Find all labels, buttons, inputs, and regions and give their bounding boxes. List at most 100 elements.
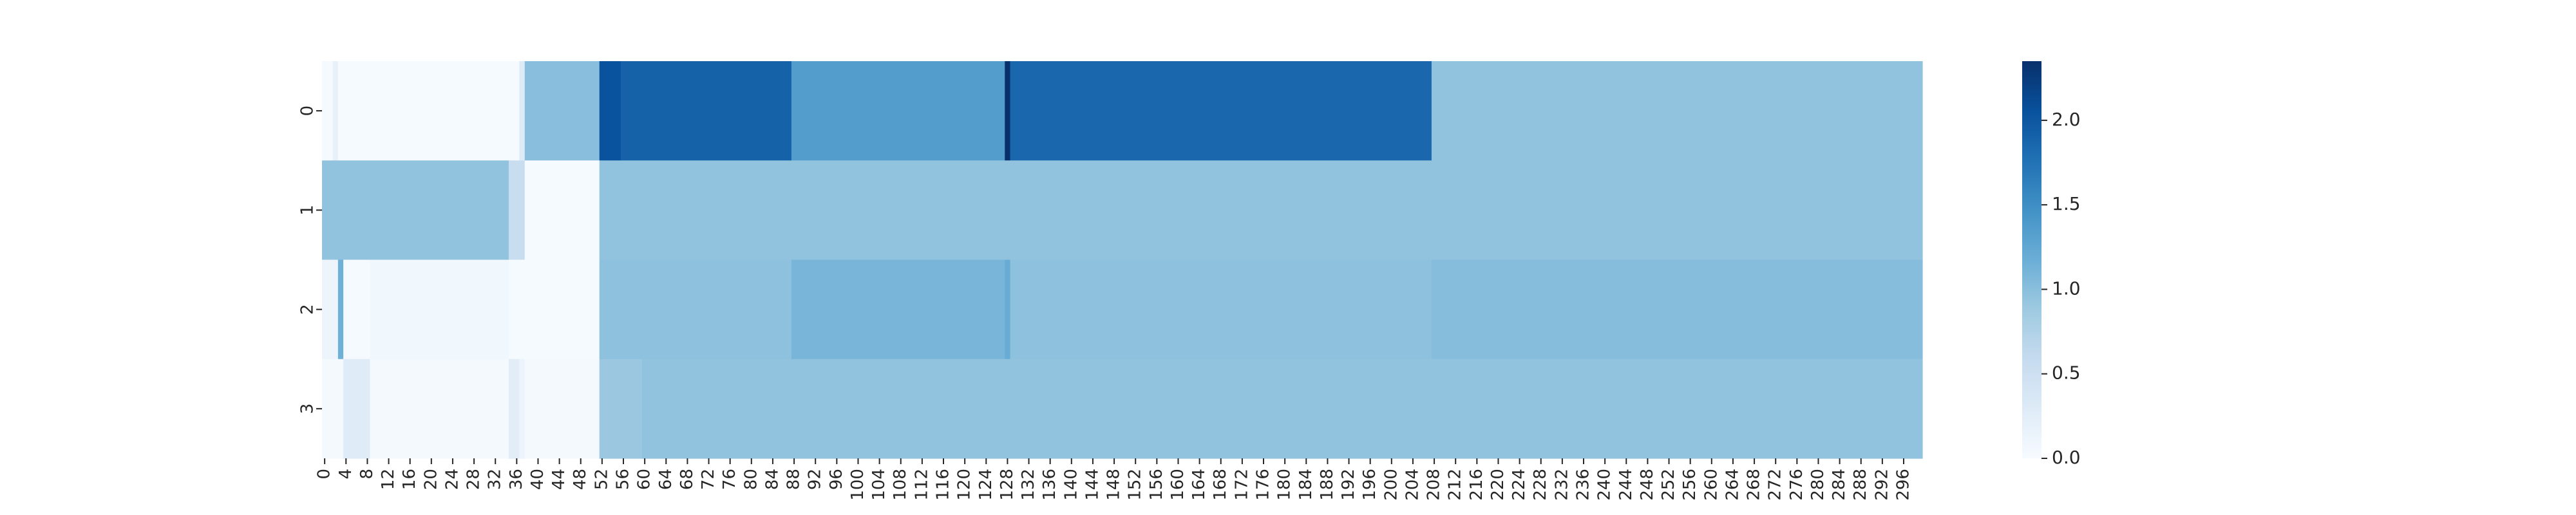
x-tick-label: 92 — [806, 469, 825, 490]
colorbar-tick-label: 1.0 — [2052, 277, 2081, 299]
colorbar: 0.0 0.5 1.0 1.5 2.0 — [2022, 61, 2081, 468]
x-tick-label: 204 — [1403, 469, 1422, 501]
x-tick-label: 132 — [1019, 469, 1038, 501]
x-tick-label: 196 — [1360, 469, 1379, 501]
x-tick-label: 148 — [1104, 469, 1124, 501]
x-tick-label: 8 — [357, 469, 377, 480]
x-tick-label: 152 — [1126, 469, 1145, 501]
x-tick-label: 256 — [1680, 469, 1700, 501]
x-tick-label: 280 — [1808, 469, 1828, 501]
heatmap-cell — [370, 259, 509, 360]
heatmap-cell — [642, 359, 1923, 459]
x-tick-label: 288 — [1851, 469, 1870, 501]
x-tick-label: 28 — [464, 469, 484, 490]
x-tick-label: 36 — [507, 469, 526, 490]
x-tick-label: 100 — [848, 469, 867, 501]
heatmap-cell — [508, 259, 600, 360]
x-tick-label: 160 — [1168, 469, 1188, 501]
x-tick-label: 216 — [1467, 469, 1486, 501]
x-tick-label: 40 — [528, 469, 547, 490]
heatmap-cell — [1010, 259, 1432, 360]
heatmap-cell — [1431, 259, 1923, 360]
heatmap-cell — [599, 259, 792, 360]
heatmap-cell — [1005, 259, 1011, 360]
heatmap-cell — [599, 160, 1923, 261]
x-tick-label: 20 — [421, 469, 440, 490]
x-tick-label: 260 — [1701, 469, 1721, 501]
x-tick-label: 4 — [336, 469, 355, 480]
x-tick-label: 52 — [592, 469, 611, 490]
x-tick-label: 68 — [677, 469, 697, 490]
x-tick-label: 48 — [571, 469, 590, 490]
x-tick-label: 116 — [934, 469, 953, 501]
x-tick-label: 264 — [1723, 469, 1742, 501]
x-tick-label: 120 — [955, 469, 974, 501]
x-tick-label: 200 — [1381, 469, 1401, 501]
x-tick-label: 144 — [1083, 469, 1102, 501]
heatmap-cell — [1010, 61, 1432, 161]
heatmap-cell — [322, 359, 344, 459]
x-tick-label: 220 — [1488, 469, 1508, 501]
x-tick-label: 24 — [442, 469, 462, 490]
heatmap-cell — [620, 61, 792, 161]
x-tick-label: 60 — [635, 469, 654, 490]
y-tick-label: 2 — [298, 304, 317, 315]
x-tick-label: 236 — [1574, 469, 1593, 501]
x-tick-label: 72 — [699, 469, 718, 490]
heatmap-cell — [508, 160, 526, 261]
x-tick-label: 212 — [1446, 469, 1465, 501]
y-tick-label: 3 — [298, 404, 317, 415]
x-tick-label: 188 — [1318, 469, 1337, 501]
x-tick-label: 32 — [486, 469, 505, 490]
colorbar-tick-label: 2.0 — [2052, 109, 2081, 130]
x-tick-label: 284 — [1830, 469, 1849, 501]
heatmap-cell — [524, 160, 600, 261]
colorbar-gradient — [2022, 61, 2041, 458]
heatmap-cell — [322, 259, 339, 360]
x-tick-label: 156 — [1147, 469, 1166, 501]
heatmap-cell — [508, 359, 520, 459]
x-tick-label: 176 — [1254, 469, 1273, 501]
heatmap-cell — [348, 259, 371, 360]
heatmap-plot — [322, 61, 1923, 459]
heatmap-cell — [791, 259, 1005, 360]
heatmap-cell — [322, 61, 334, 161]
x-tick-label: 0 — [315, 469, 334, 480]
heatmap-cell — [524, 61, 600, 161]
x-tick-label: 268 — [1745, 469, 1764, 501]
x-tick-label: 168 — [1211, 469, 1230, 501]
x-tick-label: 140 — [1061, 469, 1081, 501]
y-tick-label: 0 — [298, 106, 317, 117]
x-tick-label: 276 — [1787, 469, 1806, 501]
x-tick-label: 292 — [1872, 469, 1891, 501]
x-tick-label: 104 — [869, 469, 889, 501]
heatmap-cell — [599, 359, 643, 459]
heatmap-cell — [337, 61, 520, 161]
x-tick-label: 224 — [1510, 469, 1529, 501]
x-tick-label: 252 — [1659, 469, 1678, 501]
heatmap-cell — [370, 359, 509, 459]
colorbar-tick-label: 0.0 — [2052, 447, 2081, 468]
heatmap-cell — [599, 61, 621, 161]
x-tick-label: 296 — [1894, 469, 1913, 501]
x-tick-label: 76 — [720, 469, 739, 490]
heatmap-cell — [337, 259, 344, 360]
x-tick-label: 228 — [1531, 469, 1550, 501]
x-tick-label: 84 — [762, 469, 782, 490]
x-tick-label: 136 — [1040, 469, 1059, 501]
x-tick-label: 108 — [891, 469, 910, 501]
x-tick-label: 232 — [1552, 469, 1571, 501]
x-tick-label: 44 — [549, 469, 569, 490]
x-tick-label: 180 — [1275, 469, 1294, 501]
x-tick-label: 64 — [656, 469, 676, 490]
x-tick-label: 124 — [976, 469, 996, 501]
heatmap-cell — [332, 61, 339, 161]
y-tick-label: 1 — [298, 205, 317, 216]
x-tick-label: 12 — [379, 469, 398, 490]
colorbar-tick-label: 0.5 — [2052, 362, 2081, 384]
heatmap-cell — [791, 61, 1005, 161]
x-tick-label: 112 — [912, 469, 931, 501]
colorbar-tick-label: 1.5 — [2052, 193, 2081, 214]
x-tick-label: 96 — [827, 469, 846, 490]
